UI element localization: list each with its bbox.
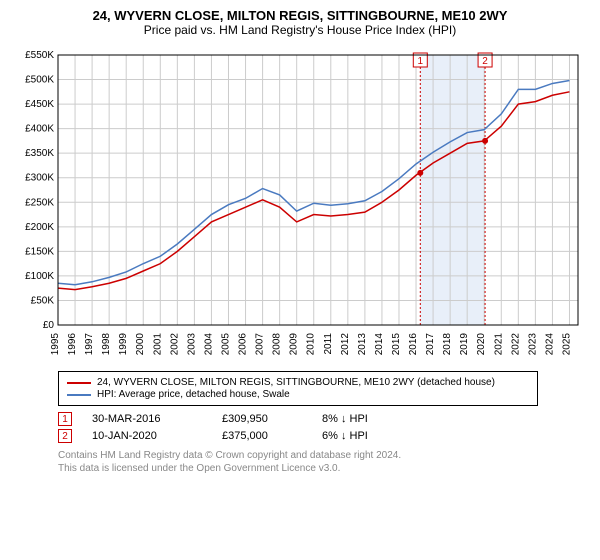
trans-price: £309,950 — [222, 413, 302, 425]
svg-text:1998: 1998 — [101, 333, 112, 356]
svg-text:2013: 2013 — [357, 333, 368, 356]
trans-marker-icon: 2 — [58, 429, 72, 443]
trans-diff: 8% ↓ HPI — [322, 413, 402, 425]
svg-text:2018: 2018 — [442, 333, 453, 356]
svg-text:2001: 2001 — [152, 333, 163, 356]
svg-text:2009: 2009 — [289, 333, 300, 356]
svg-text:£350K: £350K — [25, 148, 54, 159]
svg-text:£50K: £50K — [31, 295, 55, 306]
chart-title-main: 24, WYVERN CLOSE, MILTON REGIS, SITTINGB… — [8, 8, 592, 23]
svg-text:2011: 2011 — [323, 333, 334, 355]
svg-text:1999: 1999 — [118, 333, 129, 356]
svg-text:£450K: £450K — [25, 99, 54, 110]
svg-text:£100K: £100K — [25, 271, 54, 282]
line-chart-svg: £0 £50K £100K £150K £200K £250K £300K £350K £400… — [8, 45, 588, 365]
transactions-table: 1 30-MAR-2016 £309,950 8% ↓ HPI 2 10-JAN… — [58, 412, 592, 443]
svg-text:2020: 2020 — [476, 333, 487, 356]
legend-swatch-red — [67, 382, 91, 384]
svg-text:2007: 2007 — [255, 333, 266, 356]
footer-line: This data is licensed under the Open Gov… — [58, 462, 592, 475]
trans-marker-icon: 1 — [58, 412, 72, 426]
svg-text:£550K: £550K — [25, 50, 54, 61]
svg-text:2016: 2016 — [408, 333, 419, 356]
chart-title-sub: Price paid vs. HM Land Registry's House … — [8, 23, 592, 37]
svg-text:2025: 2025 — [561, 333, 572, 356]
svg-text:2: 2 — [482, 56, 488, 67]
svg-text:2008: 2008 — [272, 333, 283, 356]
trans-date: 10-JAN-2020 — [92, 430, 202, 442]
table-row: 1 30-MAR-2016 £309,950 8% ↓ HPI — [58, 412, 592, 426]
table-row: 2 10-JAN-2020 £375,000 6% ↓ HPI — [58, 429, 592, 443]
svg-text:2021: 2021 — [493, 333, 504, 356]
svg-text:2005: 2005 — [220, 333, 231, 356]
legend-item: 24, WYVERN CLOSE, MILTON REGIS, SITTINGB… — [67, 377, 529, 388]
svg-text:2023: 2023 — [527, 333, 538, 356]
svg-text:£400K: £400K — [25, 124, 54, 135]
svg-text:£0: £0 — [43, 320, 55, 331]
svg-text:2017: 2017 — [425, 333, 436, 356]
legend: 24, WYVERN CLOSE, MILTON REGIS, SITTINGB… — [58, 371, 538, 406]
trans-date: 30-MAR-2016 — [92, 413, 202, 425]
svg-text:2006: 2006 — [238, 333, 249, 356]
svg-text:£200K: £200K — [25, 222, 54, 233]
svg-text:2022: 2022 — [510, 333, 521, 356]
svg-text:2003: 2003 — [186, 333, 197, 356]
svg-text:£250K: £250K — [25, 197, 54, 208]
svg-text:2002: 2002 — [169, 333, 180, 356]
legend-label: 24, WYVERN CLOSE, MILTON REGIS, SITTINGB… — [97, 377, 495, 388]
legend-label: HPI: Average price, detached house, Swal… — [97, 389, 290, 400]
svg-text:2010: 2010 — [306, 333, 317, 356]
footer-attribution: Contains HM Land Registry data © Crown c… — [58, 449, 592, 475]
svg-text:2015: 2015 — [391, 333, 402, 356]
svg-text:2004: 2004 — [203, 333, 214, 356]
trans-diff: 6% ↓ HPI — [322, 430, 402, 442]
chart-area: £0 £50K £100K £150K £200K £250K £300K £350K £400… — [8, 45, 592, 365]
legend-item: HPI: Average price, detached house, Swal… — [67, 389, 529, 400]
svg-text:1: 1 — [418, 56, 424, 67]
svg-text:2012: 2012 — [340, 333, 351, 356]
svg-text:2000: 2000 — [135, 333, 146, 356]
svg-text:1996: 1996 — [67, 333, 78, 356]
svg-text:2014: 2014 — [374, 333, 385, 356]
svg-text:2019: 2019 — [459, 333, 470, 356]
svg-text:1997: 1997 — [84, 333, 95, 356]
footer-line: Contains HM Land Registry data © Crown c… — [58, 449, 592, 462]
svg-text:1995: 1995 — [50, 333, 61, 356]
svg-text:£300K: £300K — [25, 173, 54, 184]
trans-price: £375,000 — [222, 430, 302, 442]
svg-text:£500K: £500K — [25, 75, 54, 86]
svg-text:£150K: £150K — [25, 246, 54, 257]
svg-text:2024: 2024 — [544, 333, 555, 356]
legend-swatch-blue — [67, 394, 91, 396]
